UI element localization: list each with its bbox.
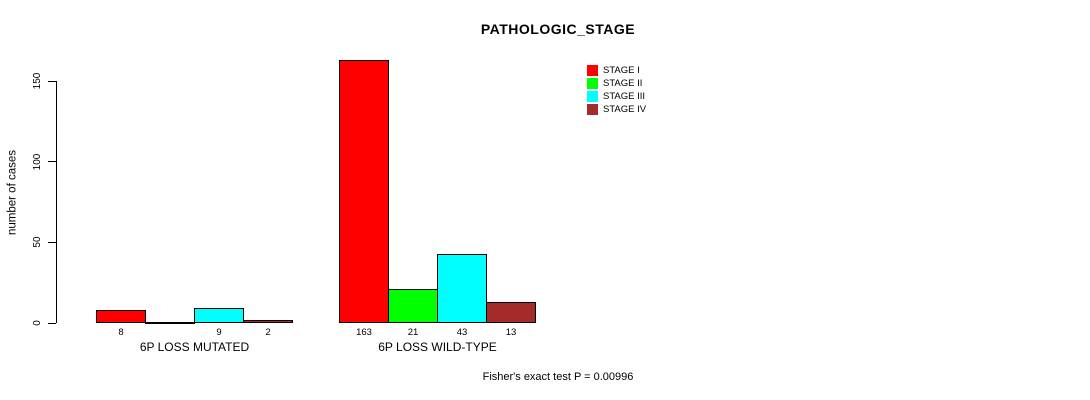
bar-value-label: 9 bbox=[216, 327, 222, 338]
bar-value-label: 13 bbox=[505, 327, 517, 338]
bar-stage-i-6p-loss-wild-type bbox=[339, 60, 389, 323]
bar-stage-i-6p-loss-mutated bbox=[96, 310, 146, 323]
bar-stage-ii-6p-loss-mutated bbox=[145, 322, 195, 324]
bar-stage-iv-6p-loss-wild-type bbox=[486, 302, 536, 323]
legend-item-stage-i: STAGE I bbox=[587, 64, 646, 77]
bar-stage-ii-6p-loss-wild-type bbox=[388, 289, 438, 323]
bar-value-label: 8 bbox=[118, 327, 124, 338]
bar-stage-iv-6p-loss-mutated bbox=[243, 320, 293, 323]
legend-swatch-stage-iv bbox=[587, 104, 598, 115]
x-axis-group-label-6p-loss-wild-type: 6P LOSS WILD-TYPE bbox=[378, 340, 497, 354]
y-axis-tick bbox=[48, 241, 56, 243]
chart-title: PATHOLOGIC_STAGE bbox=[480, 21, 636, 37]
y-axis-tick-label: 100 bbox=[32, 153, 43, 170]
y-axis-tick bbox=[48, 161, 56, 163]
x-axis-group-label-6p-loss-mutated: 6P LOSS MUTATED bbox=[139, 340, 250, 354]
bar-stage-iii-6p-loss-wild-type bbox=[437, 254, 487, 323]
annotation-fisher-test: Fisher's exact test P = 0.00996 bbox=[482, 371, 634, 383]
y-axis-tick bbox=[48, 80, 56, 82]
y-axis-label: number of cases bbox=[6, 150, 19, 236]
y-axis-tick-label: 0 bbox=[32, 320, 43, 326]
bar-value-label: 43 bbox=[456, 327, 468, 338]
legend-label: STAGE I bbox=[603, 65, 640, 76]
legend-label: STAGE II bbox=[603, 78, 643, 89]
legend-item-stage-iv: STAGE IV bbox=[587, 103, 646, 116]
bar-value-label: 163 bbox=[356, 327, 372, 338]
legend-item-stage-iii: STAGE III bbox=[587, 90, 646, 103]
y-axis-line bbox=[56, 81, 57, 323]
bar-stage-iii-6p-loss-mutated bbox=[194, 308, 244, 323]
legend-swatch-stage-iii bbox=[587, 91, 598, 102]
legend-item-stage-ii: STAGE II bbox=[587, 77, 646, 90]
legend-swatch-stage-ii bbox=[587, 78, 598, 89]
legend-swatch-stage-i bbox=[587, 65, 598, 76]
bar-value-label: 21 bbox=[407, 327, 419, 338]
y-axis-tick-label: 50 bbox=[32, 236, 43, 248]
y-axis-tick-label: 150 bbox=[32, 72, 43, 90]
legend-label: STAGE III bbox=[603, 91, 646, 102]
bar-value-label: 2 bbox=[265, 327, 271, 338]
y-axis-tick bbox=[48, 322, 56, 324]
legend: STAGE I STAGE II STAGE III STAGE IV bbox=[587, 64, 646, 116]
legend-label: STAGE IV bbox=[603, 104, 647, 115]
